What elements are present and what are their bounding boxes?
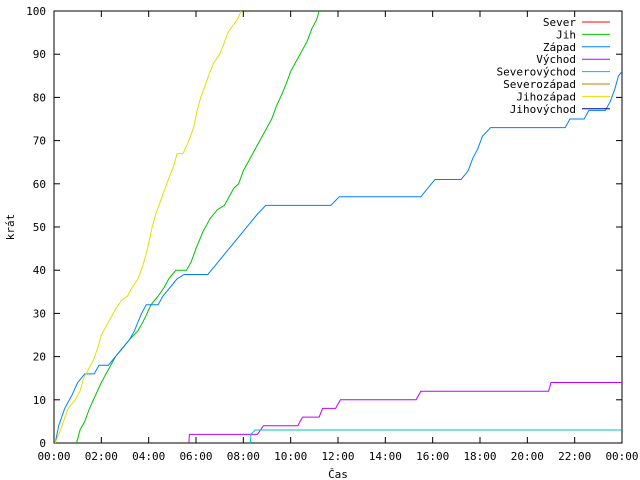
y-tick-label: 80 (33, 91, 46, 104)
series-lines (54, 10, 623, 444)
x-tick-label: 06:00 (179, 450, 212, 463)
y-tick-label: 0 (39, 437, 46, 450)
x-tick-label: 00:00 (37, 450, 70, 463)
y-tick-label: 30 (33, 307, 46, 320)
x-tick-label: 12:00 (321, 450, 354, 463)
y-tick-label: 10 (33, 394, 46, 407)
series-line-6 (54, 10, 242, 444)
legend-label: Jih (556, 28, 576, 41)
legend-label: Jihozápad (516, 90, 576, 103)
legend-label: Jihovýchod (510, 103, 576, 116)
x-tick-label: 20:00 (511, 450, 544, 463)
x-tick-label: 14:00 (369, 450, 402, 463)
series-line-3 (188, 382, 622, 444)
x-axis-ticks: 00:00 02:00 04:00 06:00 08:00 10:00 12:00 14:00… (37, 11, 639, 463)
legend-label: Severozápad (503, 78, 576, 91)
y-axis-ticks: 0 10 20 30 40 50 60 70 80 90 100 (26, 5, 622, 450)
x-tick-label: 22:00 (558, 450, 591, 463)
y-tick-label: 50 (33, 221, 46, 234)
x-tick-label: 08:00 (227, 450, 260, 463)
x-tick-label: 04:00 (132, 450, 165, 463)
x-tick-label: 10:00 (274, 450, 307, 463)
x-tick-label: 18:00 (463, 450, 496, 463)
x-tick-label: 16:00 (416, 450, 449, 463)
y-tick-label: 40 (33, 264, 46, 277)
y-tick-label: 20 (33, 351, 46, 364)
legend-label: Západ (543, 41, 576, 54)
legend: SeverJihZápadVýchodSeverovýchodSeverozáp… (497, 16, 610, 116)
y-axis-label: krát (4, 214, 17, 241)
y-tick-label: 70 (33, 135, 46, 148)
series-line-4 (249, 429, 622, 444)
legend-label: Východ (536, 53, 576, 66)
x-tick-label: 02:00 (85, 450, 118, 463)
y-tick-label: 100 (26, 5, 46, 18)
series-line-1 (76, 10, 320, 444)
y-tick-label: 90 (33, 48, 46, 61)
x-tick-label: 00:00 (605, 450, 638, 463)
y-tick-label: 60 (33, 178, 46, 191)
series-line-2 (54, 71, 623, 444)
legend-label: Severovýchod (497, 66, 576, 79)
legend-label: Sever (543, 16, 576, 29)
x-axis-label: Čas (328, 468, 348, 480)
